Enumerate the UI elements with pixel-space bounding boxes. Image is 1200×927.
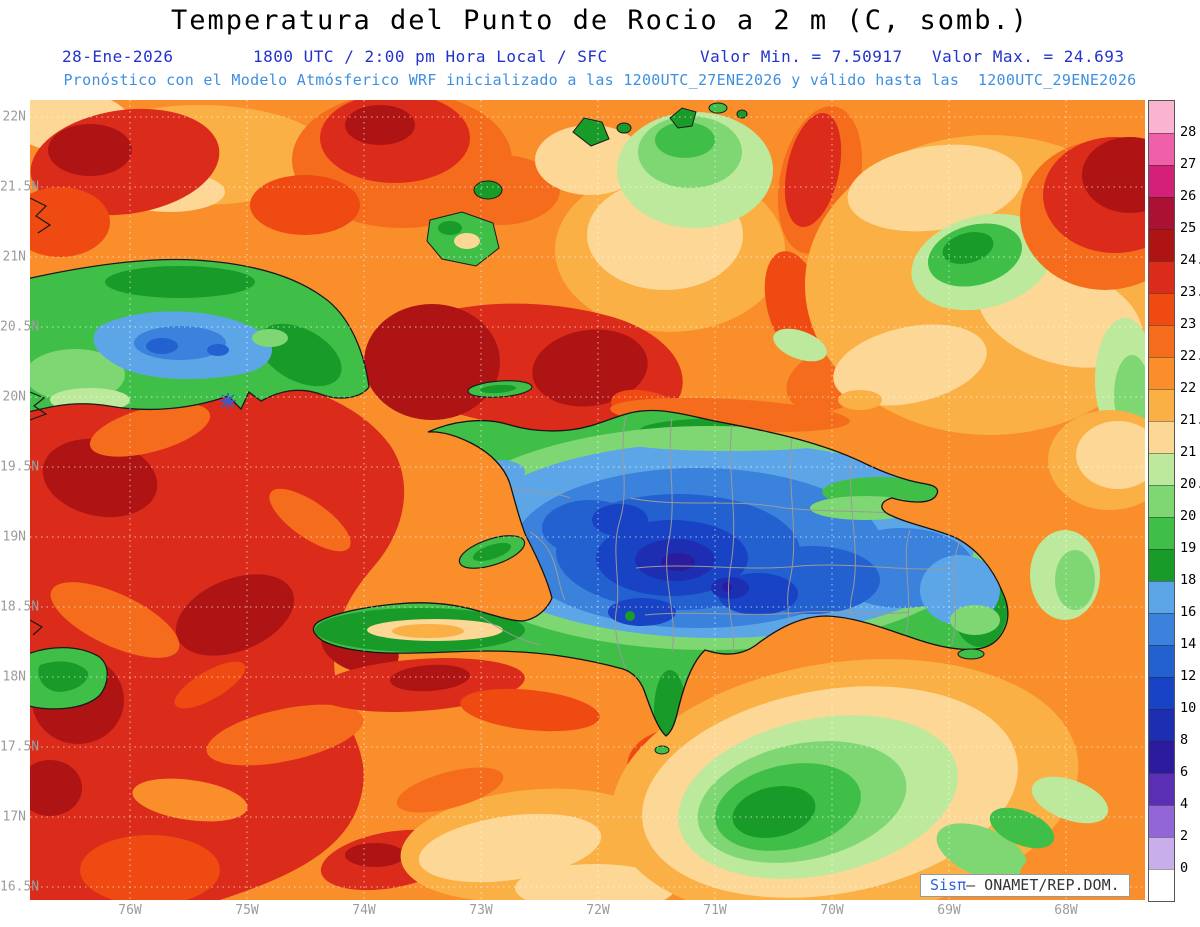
colorbar-segment [1149,869,1174,901]
colorbar-tick-label: 16 [1180,604,1197,620]
colorbar-segment [1149,741,1174,773]
lon-tick-label: 71W [703,903,727,918]
colorbar-tick-label: 18 [1180,572,1197,588]
colorbar-tick-label: 25 [1180,220,1197,236]
cuba-landmass [30,258,370,413]
colorbar-tick-label: 22 [1180,380,1197,396]
colorbar-tick-label: 6 [1180,764,1189,780]
max-value-label: Valor Max. = 24.693 [932,47,1125,66]
colorbar-tick-label: 2 [1180,828,1189,844]
colorbar-segment [1149,773,1174,805]
lon-tick-label: 72W [586,903,610,918]
colorbar-segment [1149,389,1174,421]
colorbar-segment [1149,325,1174,357]
colorbar-segment [1149,293,1174,325]
model-info-line: Pronóstico con el Modelo Atmósferico WRF… [63,71,1137,89]
lon-tick-label: 75W [235,903,259,918]
colorbar-segment [1149,837,1174,869]
colorbar-segment [1149,133,1174,165]
lat-tick-label: 18.5N [0,599,40,615]
lat-tick-label: 19N [2,529,26,545]
watermark-suffix: – ONAMET/REP.DOM. [966,876,1120,894]
lat-tick-label: 20N [2,389,26,405]
colorbar-tick-label: 10 [1180,700,1197,716]
colorbar-tick-label: 28 [1180,124,1197,140]
colorbar-segment [1149,805,1174,837]
colorbar-segment [1149,421,1174,453]
colorbar-tick-label: 23 [1180,316,1197,332]
colorbar-tick-label: 24.5 [1180,252,1200,268]
colorbar-tick-label: 20.5 [1180,476,1200,492]
colorbar-tick-label: 27 [1180,156,1197,172]
colorbar-segment [1149,517,1174,549]
station-marker [220,393,236,409]
watermark-brand: Sisπ [930,876,967,894]
lon-tick-label: 70W [820,903,844,918]
lat-tick-label: 21.5N [0,179,40,195]
lat-tick-label: 19.5N [0,459,40,475]
colorbar-segment [1149,165,1174,197]
colorbar-segment [1149,229,1174,261]
colorbar [1148,100,1175,902]
colorbar-segment [1149,485,1174,517]
colorbar-tick-label: 21 [1180,444,1197,460]
colorbar-tick-label: 12 [1180,668,1197,684]
jamaica-landmass [30,647,108,710]
forecast-date-label: 28-Ene-2026 [62,47,174,66]
colorbar-segment [1149,453,1174,485]
lat-tick-label: 16.5N [0,879,40,895]
colorbar-segment [1149,613,1174,645]
satellite-islands [458,380,985,755]
colorbar-segment [1149,581,1174,613]
forecast-time-label: 1800 UTC / 2:00 pm Hora Local / SFC [253,47,608,66]
lat-tick-label: 18N [2,669,26,685]
lat-tick-label: 17.5N [0,739,40,755]
forecast-map [30,100,1145,900]
page-title: Temperatura del Punto de Rocio a 2 m (C,… [170,5,1029,36]
colorbar-tick-label: 21.5 [1180,412,1200,428]
ocean-field [30,100,1145,900]
colorbar-tick-label: 19 [1180,540,1197,556]
lon-tick-label: 74W [352,903,376,918]
lon-tick-label: 73W [469,903,493,918]
colorbar-segment [1149,645,1174,677]
colorbar-tick-label: 8 [1180,732,1189,748]
lat-tick-label: 21N [2,249,26,265]
colorbar-segment [1149,261,1174,293]
colorbar-segment [1149,709,1174,741]
colorbar-tick-label: 4 [1180,796,1189,812]
province-borders [479,415,961,671]
lat-tick-label: 17N [2,809,26,825]
colorbar-segment [1149,357,1174,389]
min-value-label: Valor Min. = 7.50917 [700,47,903,66]
colorbar-segment [1149,101,1174,133]
gridlines [30,100,1145,900]
lat-tick-label: 22N [2,109,26,125]
colorbar-tick-label: 26 [1180,188,1197,204]
colorbar-segment [1149,197,1174,229]
lon-tick-label: 68W [1054,903,1078,918]
colorbar-segment [1149,677,1174,709]
colorbar-tick-label: 14 [1180,636,1197,652]
colorbar-tick-label: 20 [1180,508,1197,524]
left-edge-coastlines [30,197,52,636]
watermark-badge: Sisπ– ONAMET/REP.DOM. [920,874,1130,897]
colorbar-tick-label: 0 [1180,860,1189,876]
colorbar-segment [1149,549,1174,581]
lon-tick-label: 69W [937,903,961,918]
colorbar-tick-label: 23.5 [1180,284,1200,300]
lon-tick-label: 76W [118,903,142,918]
colorbar-tick-label: 22.5 [1180,348,1200,364]
lat-tick-label: 20.5N [0,319,40,335]
